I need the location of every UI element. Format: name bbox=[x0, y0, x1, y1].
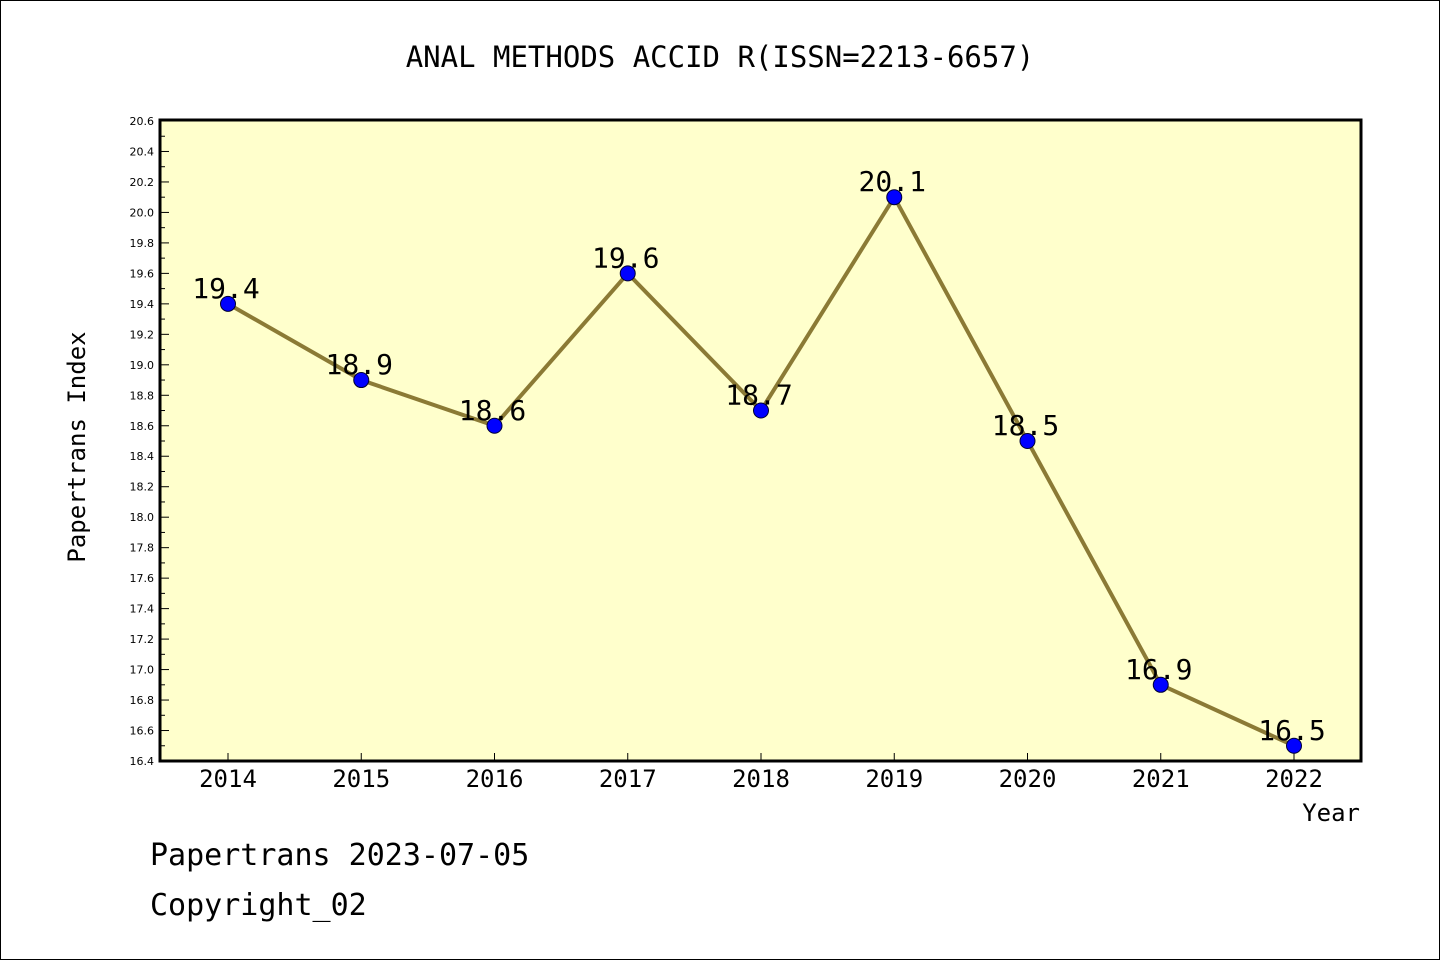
y-tick-label: 16.4 bbox=[130, 755, 155, 768]
y-axis-label: Papertrans Index bbox=[63, 331, 91, 562]
y-tick-label: 19.8 bbox=[130, 237, 155, 250]
data-labels: 19.4 18.9 18.6 19.6 18.7 20.1 18.5 16.9 16.5 bbox=[192, 165, 1325, 747]
data-label: 16.5 bbox=[1258, 714, 1325, 747]
footer-copyright: Copyright_02 bbox=[150, 888, 367, 923]
y-tick-label: 17.4 bbox=[130, 603, 155, 616]
y-tick-label: 20.2 bbox=[130, 176, 155, 189]
data-point bbox=[486, 417, 503, 434]
x-tick-label: 2018 bbox=[732, 765, 790, 793]
data-label: 19.6 bbox=[592, 241, 659, 274]
data-point bbox=[1152, 676, 1169, 693]
data-point bbox=[1286, 737, 1302, 754]
data-label: 18.9 bbox=[326, 348, 393, 381]
x-tick-label: 2022 bbox=[1265, 765, 1323, 793]
y-tick-label: 19.4 bbox=[130, 298, 155, 311]
y-tick-label: 18.6 bbox=[130, 420, 155, 433]
y-tick-label: 16.6 bbox=[130, 725, 155, 738]
data-label: 18.7 bbox=[725, 379, 792, 412]
x-tick-label: 2014 bbox=[199, 765, 257, 793]
y-tick-label: 20.6 bbox=[130, 115, 155, 128]
y-tick-label: 19.6 bbox=[130, 267, 155, 280]
data-point bbox=[353, 372, 370, 389]
y-tick-label: 20.0 bbox=[130, 206, 155, 219]
data-label: 19.4 bbox=[192, 272, 259, 305]
x-tick-label: 2021 bbox=[1132, 765, 1190, 793]
x-axis-ticks: 2014 2015 2016 2017 2018 2019 2020 2021 2022 bbox=[199, 753, 1323, 793]
y-axis-ticks: 16.4 16.6 16.8 17.0 17.2 17.4 17.6 17.8 18.0 18.2… bbox=[130, 115, 169, 768]
y-tick-label: 17.8 bbox=[130, 542, 155, 555]
data-point bbox=[753, 402, 769, 419]
footer-date: Papertrans 2023-07-05 bbox=[150, 838, 529, 873]
x-tick-label: 2020 bbox=[999, 765, 1057, 793]
data-label: 20.1 bbox=[859, 165, 926, 198]
chart-title: ANAL METHODS ACCID R(ISSN=2213-6657) bbox=[406, 40, 1035, 74]
data-label: 16.9 bbox=[1125, 653, 1192, 686]
data-point bbox=[619, 265, 636, 282]
y-tick-label: 18.2 bbox=[130, 481, 155, 494]
y-tick-label: 19.0 bbox=[130, 359, 155, 372]
y-tick-label: 18.0 bbox=[130, 511, 155, 524]
y-tick-label: 17.6 bbox=[130, 572, 155, 585]
x-axis-label: Year bbox=[1302, 799, 1360, 827]
y-tick-label: 17.2 bbox=[130, 633, 155, 646]
plot-area bbox=[158, 118, 1363, 763]
data-label: 18.6 bbox=[459, 394, 526, 427]
data-point bbox=[220, 295, 236, 312]
x-tick-label: 2015 bbox=[332, 765, 390, 793]
data-point bbox=[886, 189, 903, 206]
data-point bbox=[1019, 433, 1036, 449]
x-tick-label: 2016 bbox=[466, 765, 524, 793]
data-points bbox=[220, 189, 1302, 754]
x-tick-label: 2017 bbox=[599, 765, 657, 793]
y-tick-label: 20.4 bbox=[130, 145, 155, 158]
y-tick-label: 18.8 bbox=[130, 389, 155, 402]
x-tick-label: 2019 bbox=[865, 765, 923, 793]
y-tick-label: 16.8 bbox=[130, 694, 155, 707]
y-tick-label: 19.2 bbox=[130, 328, 155, 341]
data-label: 18.5 bbox=[992, 409, 1059, 442]
y-tick-label: 18.4 bbox=[130, 450, 155, 463]
y-tick-label: 17.0 bbox=[130, 664, 155, 677]
